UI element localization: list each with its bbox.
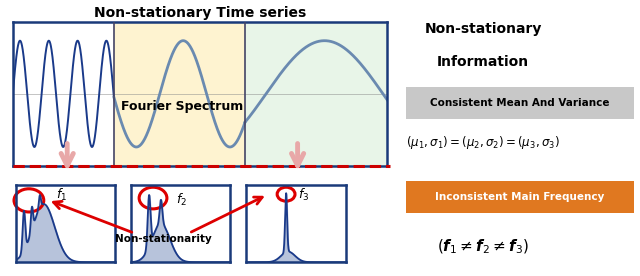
Text: $(\mu_1, \sigma_1)=(\mu_2, \sigma_2)=(\mu_3, \sigma_3)$: $(\mu_1, \sigma_1)=(\mu_2, \sigma_2)=(\m… <box>406 134 560 151</box>
Bar <box>114 22 245 166</box>
Text: Fourier Spectrum: Fourier Spectrum <box>121 100 244 113</box>
Text: Information: Information <box>437 55 529 69</box>
Text: Non-stationarity: Non-stationarity <box>115 234 212 244</box>
Title: Non-stationary Time series: Non-stationary Time series <box>94 6 306 20</box>
Text: $(\boldsymbol{f}_1 \neq \boldsymbol{f}_2 \neq \boldsymbol{f}_3)$: $(\boldsymbol{f}_1 \neq \boldsymbol{f}_2… <box>437 237 529 256</box>
Text: $f_2$: $f_2$ <box>176 192 187 208</box>
Text: Inconsistent Main Frequency: Inconsistent Main Frequency <box>435 192 605 202</box>
Text: $f_1$: $f_1$ <box>56 187 67 203</box>
Bar <box>245 22 387 166</box>
Text: Consistent Mean And Variance: Consistent Mean And Variance <box>430 98 610 108</box>
Text: Non-stationary: Non-stationary <box>424 22 542 36</box>
Bar <box>13 22 114 166</box>
Text: $f_3$: $f_3$ <box>298 187 309 203</box>
